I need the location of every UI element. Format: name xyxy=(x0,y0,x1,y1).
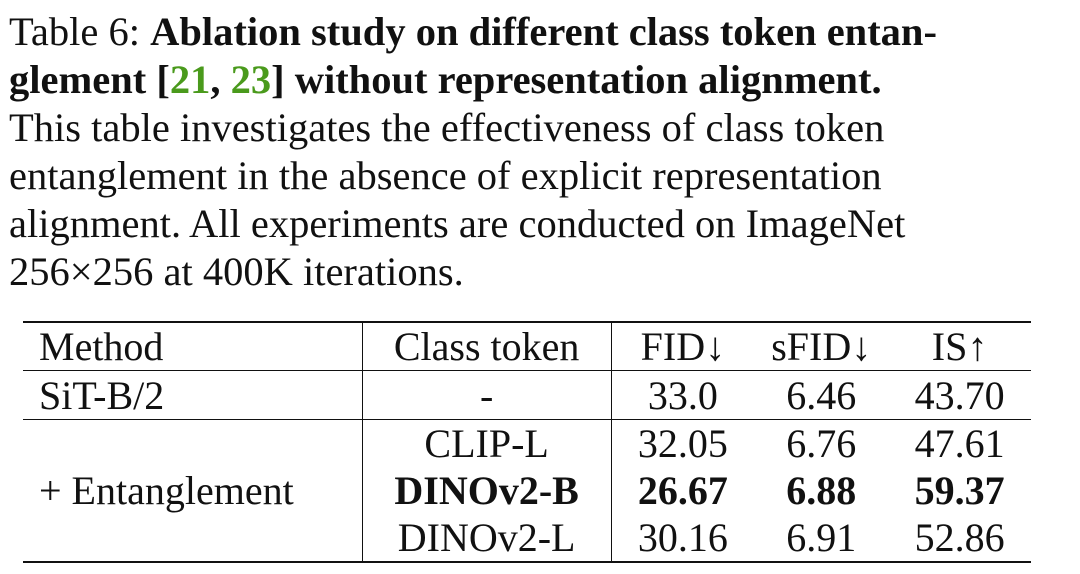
cell-class-token: - xyxy=(362,370,612,420)
cell-fid: 33.0 xyxy=(611,370,755,420)
caption-line-1: Table 6: Ablation study on different cla… xyxy=(9,8,1071,56)
caption-title-part-1: Ablation study on different class token … xyxy=(150,9,937,54)
cell-fid: 30.16 xyxy=(611,514,755,563)
header-method: Method xyxy=(23,321,363,371)
cell-method-entanglement: + Entanglement xyxy=(23,419,363,563)
caption-line-4: entanglement in the absence of explicit … xyxy=(9,153,882,198)
caption-line-2: glement [21, 23] without representation … xyxy=(9,56,1071,104)
citation-link-23[interactable]: 23 xyxy=(230,57,272,102)
cell-sfid: 6.76 xyxy=(786,421,857,466)
cell-class-token: DINOv2-B xyxy=(362,467,612,514)
cell-sfid: 6.46 xyxy=(754,370,889,420)
cell-sfid: 6.91 xyxy=(754,514,889,563)
caption-title-part-2b: , xyxy=(210,57,231,102)
table-caption: Table 6: Ablation study on different cla… xyxy=(9,8,1071,296)
cell-class-token: CLIP-L xyxy=(362,419,612,467)
cell-is: 59.37 xyxy=(914,468,1005,513)
table-header-row: Method Class token FID↓ sFID↓ IS↑ xyxy=(23,321,1031,371)
header-sfid: sFID↓ xyxy=(754,321,889,371)
cell-fid: 26.67 xyxy=(637,468,728,513)
cell-class-token: DINOv2-L xyxy=(362,514,612,563)
caption-title-part-2a: glement [ xyxy=(9,57,170,102)
results-table: Method Class token FID↓ sFID↓ IS↑ SiT-B/… xyxy=(23,321,1031,563)
cell-is: 47.61 xyxy=(914,421,1005,466)
header-fid: FID↓ xyxy=(611,321,755,371)
caption-line-5: alignment. All experiments are conducted… xyxy=(9,201,906,246)
table-row-baseline: SiT-B/2 - 33.0 6.46 43.70 xyxy=(23,370,1031,420)
cell-sfid: 6.88 xyxy=(786,468,857,513)
table-row: + Entanglement CLIP-L 32.05 6.76 47.61 xyxy=(23,419,1031,563)
cell-method: SiT-B/2 xyxy=(23,370,363,420)
caption-line-3: This table investigates the effectivenes… xyxy=(9,105,885,150)
caption-title-part-2c: ] without representation alignment. xyxy=(271,57,882,102)
caption-line-6: 256×256 at 400K iterations. xyxy=(9,249,464,294)
header-is: IS↑ xyxy=(888,321,1031,371)
cell-is: 52.86 xyxy=(888,514,1031,563)
cell-is: 43.70 xyxy=(888,370,1031,420)
cell-fid: 32.05 xyxy=(637,421,728,466)
table-row: DINOv2-L 30.16 6.91 52.86 xyxy=(23,514,1031,563)
citation-link-21[interactable]: 21 xyxy=(169,57,211,102)
caption-label: Table 6: xyxy=(9,9,140,54)
header-class-token: Class token xyxy=(362,321,612,371)
table-row-best: DINOv2-B 26.67 6.88 59.37 xyxy=(23,467,1031,514)
